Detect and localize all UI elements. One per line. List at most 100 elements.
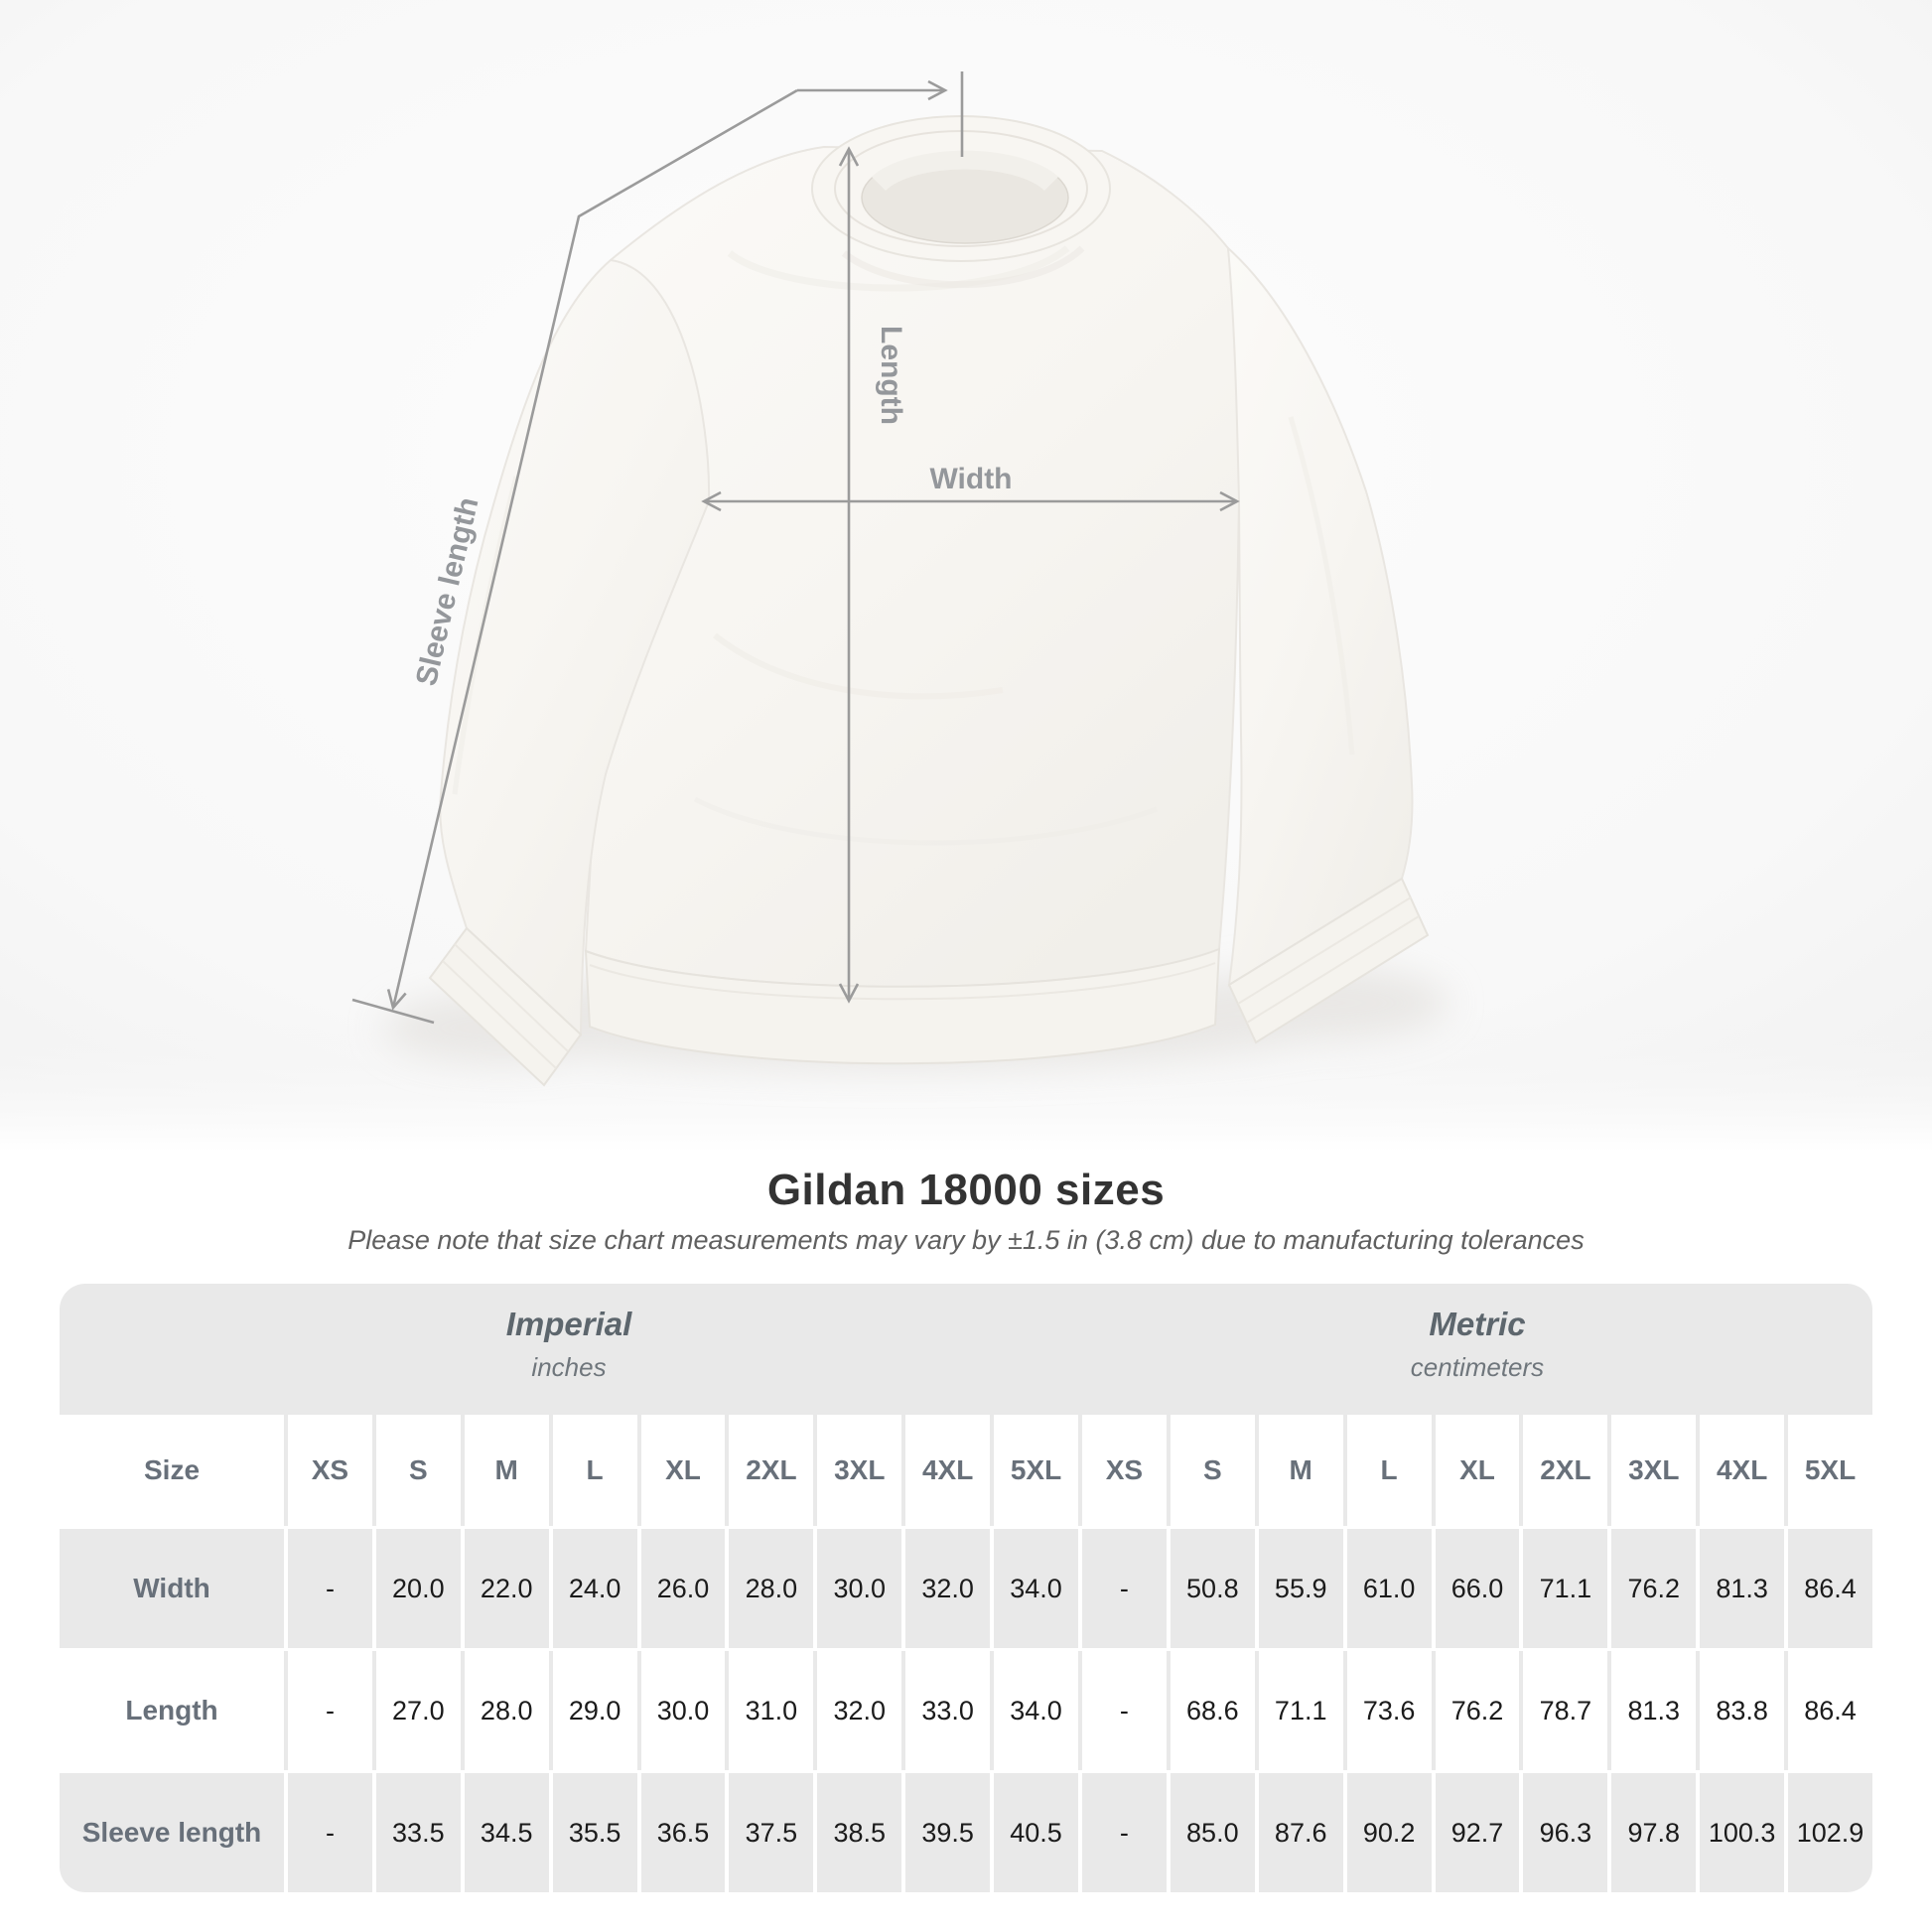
metric-value-cell: 86.4: [1788, 1651, 1872, 1770]
metric-value-cell: 76.2: [1611, 1529, 1697, 1648]
collar: [811, 115, 1111, 289]
imperial-value-cell: 38.5: [817, 1773, 902, 1892]
metric-value-cell: 83.8: [1700, 1651, 1785, 1770]
metric-value-cell: 50.8: [1170, 1529, 1255, 1648]
metric-value-cell: 97.8: [1611, 1773, 1697, 1892]
imperial-value-cell: 24.0: [552, 1529, 637, 1648]
imperial-size-header: XL: [640, 1415, 726, 1526]
imperial-value-cell: 39.5: [905, 1773, 991, 1892]
imperial-value-cell: -: [288, 1529, 372, 1648]
imperial-value-cell: 36.5: [640, 1773, 726, 1892]
imperial-value-cell: -: [288, 1773, 372, 1892]
metric-value-cell: 100.3: [1700, 1773, 1785, 1892]
metric-label: Metric: [1429, 1306, 1526, 1342]
metric-value-cell: 68.6: [1170, 1651, 1255, 1770]
imperial-size-header: XS: [288, 1415, 372, 1526]
metric-size-header: 2XL: [1523, 1415, 1608, 1526]
imperial-size-header: 3XL: [817, 1415, 902, 1526]
width-label: Width: [929, 463, 1012, 495]
hem-band: [584, 947, 1221, 1065]
left-cuff: [428, 926, 583, 1087]
imperial-value-cell: -: [288, 1651, 372, 1770]
imperial-value-cell: 28.0: [464, 1651, 549, 1770]
metric-value-cell: 85.0: [1170, 1773, 1255, 1892]
size-column-header: Size: [60, 1415, 284, 1526]
imperial-value-cell: 33.0: [905, 1651, 991, 1770]
product-photo: Width Length Sleeve length: [0, 0, 1932, 1152]
row-label: Width: [60, 1529, 284, 1648]
metric-value-cell: 87.6: [1258, 1773, 1343, 1892]
right-cuff: [1227, 877, 1430, 1044]
imperial-value-cell: 20.0: [375, 1529, 461, 1648]
imperial-value-cell: 34.0: [994, 1529, 1078, 1648]
metric-value-cell: 61.0: [1346, 1529, 1432, 1648]
row-label: Length: [60, 1651, 284, 1770]
imperial-value-cell: 22.0: [464, 1529, 549, 1648]
metric-size-header: S: [1170, 1415, 1255, 1526]
page-title: Gildan 18000 sizes: [766, 1166, 1166, 1214]
imperial-value-cell: 40.5: [994, 1773, 1078, 1892]
metric-size-header: XS: [1081, 1415, 1167, 1526]
imperial-value-cell: 33.5: [375, 1773, 461, 1892]
metric-value-cell: 92.7: [1435, 1773, 1520, 1892]
imperial-value-cell: 32.0: [905, 1529, 991, 1648]
unit-band: Imperial inches Metric centimeters: [60, 1284, 1872, 1415]
size-header-row: Size XS S M L XL 2XL 3XL 4XL 5XL XS S M L XL 2XL 3XL 4XL 5…: [60, 1415, 1872, 1526]
metric-value-cell: -: [1081, 1529, 1167, 1648]
size-chart-table: Imperial inches Metric centimeters Size X…: [60, 1284, 1872, 1892]
sweatshirt-measurement-diagram: Width Length Sleeve length: [0, 0, 1932, 1152]
imperial-size-header: 2XL: [729, 1415, 814, 1526]
length-label: Length: [875, 326, 907, 425]
imperial-value-cell: 26.0: [640, 1529, 726, 1648]
imperial-sublabel: inches: [531, 1352, 607, 1382]
imperial-value-cell: 27.0: [375, 1651, 461, 1770]
imperial-size-header: S: [375, 1415, 461, 1526]
tolerance-note: Please note that size chart measurements…: [347, 1225, 1585, 1255]
metric-size-header: L: [1346, 1415, 1432, 1526]
metric-value-cell: 76.2: [1435, 1651, 1520, 1770]
table-row-length: Length -27.0 28.0 29.0 30.0 31.0 32.0 33.0 34.0-…: [60, 1651, 1872, 1770]
unit-group-imperial: Imperial inches: [60, 1284, 1078, 1415]
metric-size-header: 3XL: [1611, 1415, 1697, 1526]
imperial-value-cell: 34.0: [994, 1651, 1078, 1770]
imperial-size-header: M: [464, 1415, 549, 1526]
metric-value-cell: 102.9: [1788, 1773, 1872, 1892]
imperial-label: Imperial: [505, 1306, 632, 1342]
sleeve-end-tick: [351, 998, 435, 1025]
metric-value-cell: 66.0: [1435, 1529, 1520, 1648]
imperial-value-cell: 35.5: [552, 1773, 637, 1892]
metric-value-cell: 71.1: [1523, 1529, 1608, 1648]
metric-size-header: 4XL: [1700, 1415, 1785, 1526]
imperial-value-cell: 30.0: [640, 1651, 726, 1770]
back-neck: [872, 150, 1058, 191]
metric-value-cell: 55.9: [1258, 1529, 1343, 1648]
sleeve-length-arrow: [386, 88, 798, 1011]
metric-sublabel: centimeters: [1410, 1352, 1545, 1382]
imperial-value-cell: 29.0: [552, 1651, 637, 1770]
imperial-size-header: L: [552, 1415, 637, 1526]
metric-value-cell: 81.3: [1700, 1529, 1785, 1648]
imperial-value-cell: 30.0: [817, 1529, 902, 1648]
metric-value-cell: 78.7: [1523, 1651, 1608, 1770]
imperial-value-cell: 31.0: [729, 1651, 814, 1770]
metric-value-cell: -: [1081, 1773, 1167, 1892]
measurement-arrows: [351, 71, 1240, 1025]
imperial-size-header: 5XL: [994, 1415, 1078, 1526]
unit-group-metric: Metric centimeters: [1082, 1284, 1872, 1415]
row-label: Sleeve length: [60, 1773, 284, 1892]
metric-value-cell: 96.3: [1523, 1773, 1608, 1892]
metric-value-cell: -: [1081, 1651, 1167, 1770]
metric-value-cell: 90.2: [1346, 1773, 1432, 1892]
metric-size-header: XL: [1435, 1415, 1520, 1526]
metric-value-cell: 81.3: [1611, 1651, 1697, 1770]
imperial-size-header: 4XL: [905, 1415, 991, 1526]
table-row-sleeve-length: Sleeve length -33.5 34.5 35.5 36.5 37.5 38.5 39…: [60, 1773, 1872, 1892]
metric-value-cell: 86.4: [1788, 1529, 1872, 1648]
imperial-value-cell: 34.5: [464, 1773, 549, 1892]
imperial-value-cell: 32.0: [817, 1651, 902, 1770]
metric-size-header: M: [1258, 1415, 1343, 1526]
metric-size-header: 5XL: [1788, 1415, 1872, 1526]
sweatshirt-body: [584, 145, 1241, 988]
imperial-value-cell: 37.5: [729, 1773, 814, 1892]
right-sleeve-crease: [1288, 416, 1355, 756]
